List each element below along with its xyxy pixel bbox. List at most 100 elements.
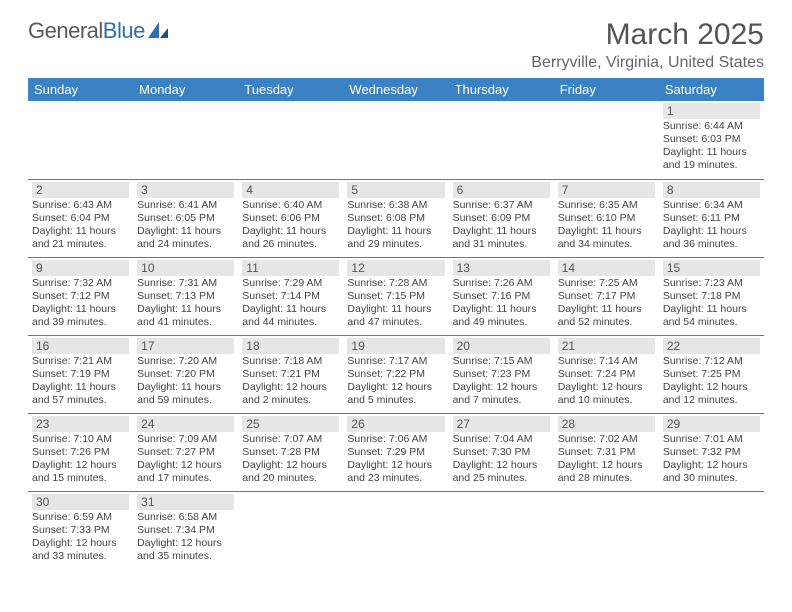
day-cell: 16Sunrise: 7:21 AMSunset: 7:19 PMDayligh… [28,336,133,413]
day-cell: 23Sunrise: 7:10 AMSunset: 7:26 PMDayligh… [28,414,133,491]
sunrise-text: Sunrise: 7:32 AM [32,277,129,290]
daylight-text-1: Daylight: 11 hours [137,225,234,238]
calendar-cell [343,101,448,179]
calendar-cell: 13Sunrise: 7:26 AMSunset: 7:16 PMDayligh… [449,257,554,335]
calendar-cell: 14Sunrise: 7:25 AMSunset: 7:17 PMDayligh… [554,257,659,335]
daylight-text-2: and 20 minutes. [242,472,339,485]
calendar-cell: 9Sunrise: 7:32 AMSunset: 7:12 PMDaylight… [28,257,133,335]
day-cell: 2Sunrise: 6:43 AMSunset: 6:04 PMDaylight… [28,180,133,257]
day-number: 13 [453,260,550,276]
sunrise-text: Sunrise: 6:41 AM [137,199,234,212]
daylight-text-1: Daylight: 12 hours [453,459,550,472]
sunrise-text: Sunrise: 7:10 AM [32,433,129,446]
day-number: 25 [242,416,339,432]
day-detail: Sunrise: 7:32 AMSunset: 7:12 PMDaylight:… [32,277,129,330]
daylight-text-2: and 52 minutes. [558,316,655,329]
daylight-text-1: Daylight: 11 hours [347,303,444,316]
calendar-cell [449,491,554,569]
daylight-text-2: and 2 minutes. [242,394,339,407]
sunrise-text: Sunrise: 7:31 AM [137,277,234,290]
sunset-text: Sunset: 7:15 PM [347,290,444,303]
calendar-cell: 15Sunrise: 7:23 AMSunset: 7:18 PMDayligh… [659,257,764,335]
day-cell: 4Sunrise: 6:40 AMSunset: 6:06 PMDaylight… [238,180,343,257]
calendar-cell: 2Sunrise: 6:43 AMSunset: 6:04 PMDaylight… [28,179,133,257]
daylight-text-2: and 54 minutes. [663,316,760,329]
sunrise-text: Sunrise: 7:18 AM [242,355,339,368]
daylight-text-1: Daylight: 11 hours [453,225,550,238]
daylight-text-2: and 25 minutes. [453,472,550,485]
weekday-header: Thursday [449,78,554,101]
day-detail: Sunrise: 7:23 AMSunset: 7:18 PMDaylight:… [663,277,760,330]
brand-text-blue: Blue [103,18,145,44]
calendar-cell [238,491,343,569]
sunrise-text: Sunrise: 7:02 AM [558,433,655,446]
day-cell: 1Sunrise: 6:44 AMSunset: 6:03 PMDaylight… [659,101,764,179]
day-number: 9 [32,260,129,276]
sunrise-text: Sunrise: 7:23 AM [663,277,760,290]
sunset-text: Sunset: 6:04 PM [32,212,129,225]
calendar-table: Sunday Monday Tuesday Wednesday Thursday… [28,78,764,569]
daylight-text-1: Daylight: 11 hours [32,225,129,238]
sunrise-text: Sunrise: 7:07 AM [242,433,339,446]
calendar-cell: 7Sunrise: 6:35 AMSunset: 6:10 PMDaylight… [554,179,659,257]
sunset-text: Sunset: 7:20 PM [137,368,234,381]
calendar-cell: 17Sunrise: 7:20 AMSunset: 7:20 PMDayligh… [133,335,238,413]
calendar-cell [238,101,343,179]
day-detail: Sunrise: 6:44 AMSunset: 6:03 PMDaylight:… [663,120,760,173]
sunrise-text: Sunrise: 7:26 AM [453,277,550,290]
day-number: 20 [453,338,550,354]
day-detail: Sunrise: 7:20 AMSunset: 7:20 PMDaylight:… [137,355,234,408]
daylight-text-1: Daylight: 12 hours [137,537,234,550]
sunset-text: Sunset: 6:03 PM [663,133,760,146]
day-cell: 3Sunrise: 6:41 AMSunset: 6:05 PMDaylight… [133,180,238,257]
calendar-cell: 26Sunrise: 7:06 AMSunset: 7:29 PMDayligh… [343,413,448,491]
day-number: 1 [663,103,760,119]
calendar-cell: 18Sunrise: 7:18 AMSunset: 7:21 PMDayligh… [238,335,343,413]
sunset-text: Sunset: 7:31 PM [558,446,655,459]
daylight-text-2: and 19 minutes. [663,159,760,172]
calendar-cell: 6Sunrise: 6:37 AMSunset: 6:09 PMDaylight… [449,179,554,257]
day-detail: Sunrise: 7:17 AMSunset: 7:22 PMDaylight:… [347,355,444,408]
day-detail: Sunrise: 7:31 AMSunset: 7:13 PMDaylight:… [137,277,234,330]
day-number: 11 [242,260,339,276]
daylight-text-1: Daylight: 12 hours [347,459,444,472]
calendar-page: GeneralBlue March 2025 Berryville, Virgi… [0,0,792,569]
daylight-text-1: Daylight: 11 hours [32,303,129,316]
day-cell: 27Sunrise: 7:04 AMSunset: 7:30 PMDayligh… [449,414,554,491]
day-number: 8 [663,182,760,198]
daylight-text-2: and 39 minutes. [32,316,129,329]
day-detail: Sunrise: 7:26 AMSunset: 7:16 PMDaylight:… [453,277,550,330]
daylight-text-1: Daylight: 11 hours [242,225,339,238]
sunrise-text: Sunrise: 7:14 AM [558,355,655,368]
day-detail: Sunrise: 7:04 AMSunset: 7:30 PMDaylight:… [453,433,550,486]
daylight-text-2: and 30 minutes. [663,472,760,485]
calendar-cell: 31Sunrise: 6:58 AMSunset: 7:34 PMDayligh… [133,491,238,569]
day-detail: Sunrise: 6:34 AMSunset: 6:11 PMDaylight:… [663,199,760,252]
sunset-text: Sunset: 7:16 PM [453,290,550,303]
calendar-cell: 19Sunrise: 7:17 AMSunset: 7:22 PMDayligh… [343,335,448,413]
day-detail: Sunrise: 6:38 AMSunset: 6:08 PMDaylight:… [347,199,444,252]
daylight-text-1: Daylight: 12 hours [32,459,129,472]
sunrise-text: Sunrise: 7:12 AM [663,355,760,368]
daylight-text-2: and 31 minutes. [453,238,550,251]
day-detail: Sunrise: 7:18 AMSunset: 7:21 PMDaylight:… [242,355,339,408]
calendar-cell: 5Sunrise: 6:38 AMSunset: 6:08 PMDaylight… [343,179,448,257]
day-detail: Sunrise: 7:02 AMSunset: 7:31 PMDaylight:… [558,433,655,486]
day-number: 2 [32,182,129,198]
daylight-text-1: Daylight: 11 hours [137,381,234,394]
calendar-body: 1Sunrise: 6:44 AMSunset: 6:03 PMDaylight… [28,101,764,569]
day-detail: Sunrise: 6:43 AMSunset: 6:04 PMDaylight:… [32,199,129,252]
daylight-text-1: Daylight: 12 hours [32,537,129,550]
day-detail: Sunrise: 6:35 AMSunset: 6:10 PMDaylight:… [558,199,655,252]
header-row: GeneralBlue March 2025 Berryville, Virgi… [28,18,764,72]
daylight-text-2: and 35 minutes. [137,550,234,563]
weekday-header: Tuesday [238,78,343,101]
day-number: 14 [558,260,655,276]
day-detail: Sunrise: 7:12 AMSunset: 7:25 PMDaylight:… [663,355,760,408]
calendar-cell [343,491,448,569]
sunrise-text: Sunrise: 6:38 AM [347,199,444,212]
daylight-text-2: and 47 minutes. [347,316,444,329]
day-detail: Sunrise: 7:06 AMSunset: 7:29 PMDaylight:… [347,433,444,486]
daylight-text-1: Daylight: 11 hours [663,146,760,159]
daylight-text-2: and 17 minutes. [137,472,234,485]
